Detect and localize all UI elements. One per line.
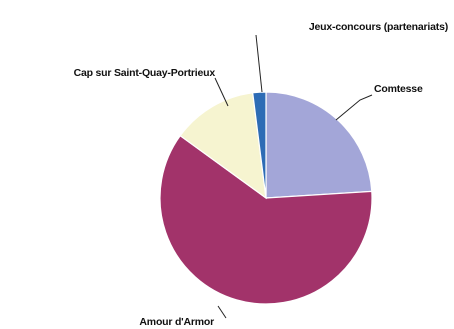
slice-label-cap-sur-saint-quay-portrieux: Cap sur Saint-Quay-Portrieux bbox=[74, 67, 216, 79]
slice-labels: Comtesse Amour d'Armor Cap sur Saint-Qua… bbox=[74, 21, 449, 328]
pie-slice-amour-d-armor bbox=[159, 134, 373, 305]
slice-label-jeux-concours: Jeux-concours (partenariats) bbox=[309, 21, 448, 33]
pie-slice-jeux-concours-partenariats bbox=[252, 91, 267, 199]
leader-line-jeux-concours bbox=[255, 34, 263, 93]
slice-label-amour-d-armor: Amour d'Armor bbox=[139, 316, 214, 328]
leader-lines bbox=[214, 34, 373, 319]
leader-line-cap-sur-saint-quay-portrieux bbox=[214, 77, 229, 107]
leader-line-amour-d-armor bbox=[217, 305, 227, 319]
pie-slices bbox=[159, 91, 373, 305]
pie-slice-cap-sur-saint-quay-portrieux bbox=[179, 92, 267, 200]
leader-line-comtesse bbox=[335, 94, 373, 121]
pie-slice-comtesse bbox=[265, 91, 373, 199]
slice-label-comtesse: Comtesse bbox=[374, 83, 423, 95]
